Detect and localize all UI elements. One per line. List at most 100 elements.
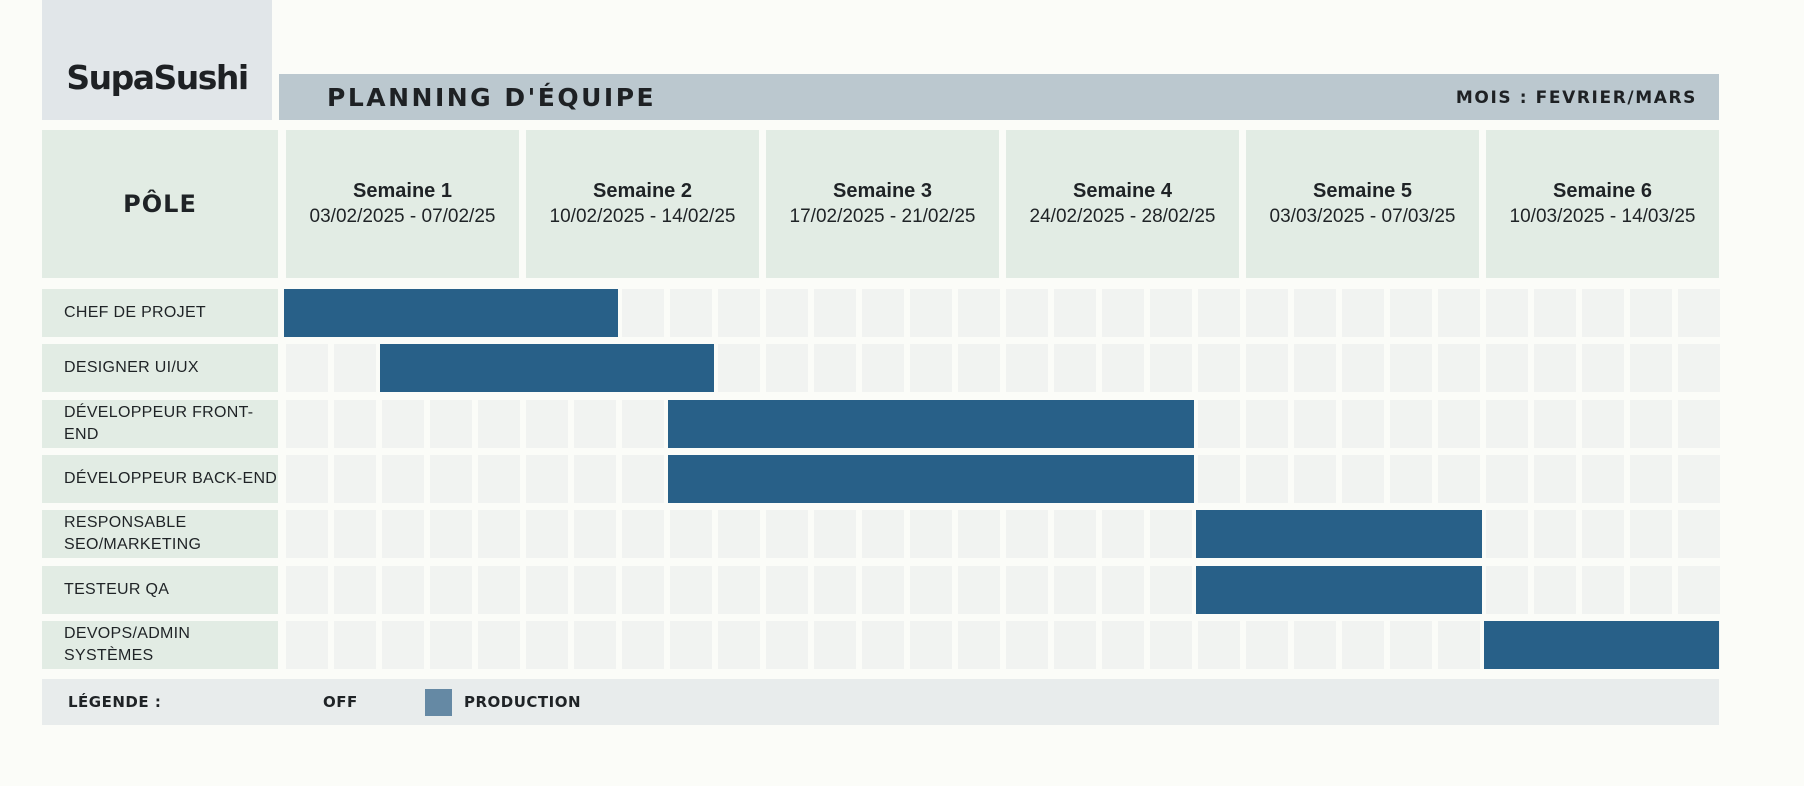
- day-cell: [1678, 455, 1720, 503]
- day-cell: [1198, 621, 1240, 669]
- pole-header: PÔLE: [42, 130, 278, 278]
- day-cell: [1534, 455, 1576, 503]
- day-cell: [1582, 566, 1624, 614]
- day-cell: [814, 621, 856, 669]
- production-bar: [284, 289, 618, 337]
- row-label: RESPONSABLE SEO/MARKETING: [42, 510, 278, 558]
- week-header: Semaine 1 03/02/2025 - 07/02/25: [286, 130, 519, 278]
- week-name: Semaine 2: [593, 180, 692, 202]
- day-cell: [1486, 566, 1528, 614]
- day-cell: [1102, 621, 1144, 669]
- day-cell: [622, 510, 664, 558]
- day-cell: [1102, 344, 1144, 392]
- row-label: CHEF DE PROJET: [42, 289, 278, 337]
- day-cell: [910, 621, 952, 669]
- day-cell: [1486, 455, 1528, 503]
- production-bar: [1196, 566, 1482, 614]
- day-cell: [1678, 289, 1720, 337]
- day-cell: [1390, 621, 1432, 669]
- day-cell: [334, 455, 376, 503]
- logo-box: SupaSushi: [42, 0, 272, 120]
- day-cell: [1678, 400, 1720, 448]
- day-cell: [1150, 510, 1192, 558]
- day-cell: [1486, 289, 1528, 337]
- day-cell: [1390, 400, 1432, 448]
- day-cell: [1150, 344, 1192, 392]
- day-cell: [574, 455, 616, 503]
- day-cell: [1342, 621, 1384, 669]
- day-cell: [814, 289, 856, 337]
- day-cell: [526, 455, 568, 503]
- day-cell: [334, 566, 376, 614]
- day-cell: [382, 621, 424, 669]
- day-cell: [478, 400, 520, 448]
- day-cell: [1582, 455, 1624, 503]
- day-cell: [1438, 455, 1480, 503]
- day-cell: [1534, 400, 1576, 448]
- day-cell: [814, 566, 856, 614]
- day-cell: [382, 566, 424, 614]
- day-cell: [382, 510, 424, 558]
- day-cell: [1294, 344, 1336, 392]
- day-cell: [1342, 400, 1384, 448]
- day-cell: [334, 344, 376, 392]
- day-cell: [1630, 289, 1672, 337]
- day-cell: [1582, 289, 1624, 337]
- page-title: PLANNING D'ÉQUIPE: [327, 83, 657, 112]
- day-cell: [718, 566, 760, 614]
- day-cell: [1006, 344, 1048, 392]
- day-cell: [1630, 344, 1672, 392]
- day-cell: [862, 510, 904, 558]
- day-cell: [430, 621, 472, 669]
- week-name: Semaine 4: [1073, 180, 1172, 202]
- day-cell: [526, 566, 568, 614]
- day-cell: [430, 455, 472, 503]
- day-cell: [1486, 400, 1528, 448]
- day-cell: [1486, 344, 1528, 392]
- day-cell: [622, 400, 664, 448]
- day-cell: [1054, 621, 1096, 669]
- day-cell: [1294, 289, 1336, 337]
- day-cell: [862, 621, 904, 669]
- legend-title: LÉGENDE :: [68, 693, 162, 711]
- day-cell: [1390, 344, 1432, 392]
- day-cell: [1678, 510, 1720, 558]
- day-cell: [1006, 289, 1048, 337]
- legend-swatch-production: [425, 689, 452, 716]
- week-dates: 03/02/2025 - 07/02/25: [309, 206, 496, 227]
- day-cell: [910, 566, 952, 614]
- day-cell: [1294, 400, 1336, 448]
- row-label: DEVOPS/ADMIN SYSTÈMES: [42, 621, 278, 669]
- day-cell: [910, 510, 952, 558]
- day-cell: [718, 621, 760, 669]
- day-cell: [430, 510, 472, 558]
- day-cell: [430, 400, 472, 448]
- day-cell: [1150, 289, 1192, 337]
- day-cell: [1054, 344, 1096, 392]
- day-cell: [1102, 510, 1144, 558]
- legend-swatch-off: [285, 689, 312, 716]
- week-header: Semaine 3 17/02/2025 - 21/02/25: [766, 130, 999, 278]
- day-cell: [1054, 289, 1096, 337]
- day-cell: [430, 566, 472, 614]
- day-cell: [382, 400, 424, 448]
- week-name: Semaine 6: [1553, 180, 1652, 202]
- day-cell: [1294, 621, 1336, 669]
- week-header: Semaine 2 10/02/2025 - 14/02/25: [526, 130, 759, 278]
- day-cell: [718, 344, 760, 392]
- day-cell: [622, 566, 664, 614]
- day-cell: [1006, 621, 1048, 669]
- day-cell: [574, 510, 616, 558]
- week-dates: 24/02/2025 - 28/02/25: [1029, 206, 1216, 227]
- day-cell: [1438, 400, 1480, 448]
- day-cell: [286, 510, 328, 558]
- day-cell: [1342, 289, 1384, 337]
- day-cell: [670, 510, 712, 558]
- day-cell: [382, 455, 424, 503]
- legend-label-off: OFF: [323, 693, 358, 711]
- day-cell: [286, 400, 328, 448]
- day-cell: [862, 344, 904, 392]
- week-dates: 10/03/2025 - 14/03/25: [1509, 206, 1696, 227]
- day-cell: [958, 621, 1000, 669]
- day-cell: [478, 510, 520, 558]
